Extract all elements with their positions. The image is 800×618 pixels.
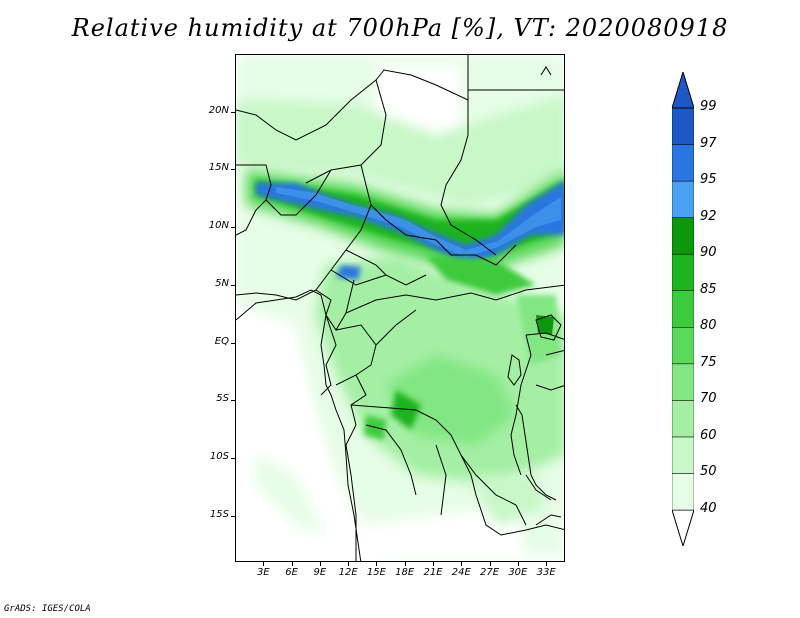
chart-title: Relative humidity at 700hPa [%], VT: 202… — [71, 14, 729, 42]
x-tick — [376, 562, 378, 566]
y-tick-label: 10S — [209, 451, 229, 463]
legend-level-label: 97 — [700, 135, 717, 151]
legend-level-label: 60 — [700, 427, 717, 443]
y-tick — [231, 284, 235, 286]
legend-band — [672, 217, 694, 255]
y-tick — [231, 400, 235, 402]
humidity-map — [235, 54, 565, 562]
x-tick-label: 33E — [536, 567, 556, 578]
legend-level-label: 99 — [700, 99, 717, 114]
legend-level-label: 80 — [700, 318, 717, 334]
y-tick-label: 5S — [216, 393, 229, 405]
y-tick-label: EQ — [214, 335, 229, 347]
y-tick-label: 5N — [215, 277, 229, 289]
legend-band — [672, 253, 694, 291]
y-tick — [231, 515, 235, 517]
legend-band — [672, 144, 694, 182]
x-tick — [546, 562, 548, 566]
x-tick — [263, 562, 265, 566]
legend-level-label: 40 — [700, 501, 717, 516]
legend-level-label: 95 — [700, 172, 717, 188]
x-tick-label: 27E — [480, 567, 500, 578]
x-tick-label: 3E — [256, 567, 270, 578]
legend-band — [672, 400, 694, 438]
legend-band — [672, 327, 694, 365]
x-tick — [319, 562, 321, 566]
legend-band — [672, 180, 694, 218]
x-tick-label: 12E — [338, 567, 358, 578]
y-tick-label: 15S — [209, 508, 229, 520]
x-tick-label: 18E — [395, 567, 415, 578]
x-tick-label: 15E — [366, 567, 386, 578]
x-tick — [433, 562, 434, 566]
legend-band — [672, 72, 694, 109]
y-tick — [231, 458, 235, 460]
legend-level-label: 50 — [700, 464, 717, 480]
footer-credit: GrADS: IGES/COLA — [4, 604, 91, 614]
legend-level-label: 92 — [700, 208, 717, 224]
y-tick-label: 15N — [208, 162, 229, 174]
y-tick — [231, 169, 235, 171]
y-tick — [231, 227, 235, 229]
x-tick — [489, 562, 491, 566]
y-tick-label: 10N — [208, 220, 229, 232]
legend-band — [672, 363, 694, 401]
legend-level-label: 85 — [700, 281, 717, 297]
coastline — [236, 66, 562, 561]
country-borders — [236, 55, 564, 561]
x-tick — [517, 562, 519, 566]
humidity-field — [236, 55, 564, 561]
x-tick-label: 6E — [285, 567, 298, 578]
x-tick-label: 30E — [508, 567, 528, 578]
x-tick-label: 24E — [451, 567, 471, 578]
x-tick — [461, 562, 463, 566]
legend-level-label: 90 — [700, 245, 717, 261]
x-tick — [291, 562, 293, 566]
y-tick-label: 20N — [208, 104, 229, 116]
legend-band — [672, 107, 694, 145]
legend-band — [672, 509, 694, 546]
y-tick — [231, 342, 235, 344]
legend-band — [672, 436, 694, 474]
x-tick — [404, 562, 406, 566]
legend-band — [672, 290, 694, 328]
x-tick-label: 21E — [423, 567, 443, 578]
legend-level-label: 75 — [700, 354, 717, 370]
legend-band — [672, 473, 694, 511]
colorbar-legend — [672, 72, 694, 546]
x-tick — [348, 562, 350, 566]
x-tick-label: 9E — [313, 567, 327, 578]
legend-level-label: 70 — [700, 391, 717, 407]
y-tick — [231, 111, 235, 113]
